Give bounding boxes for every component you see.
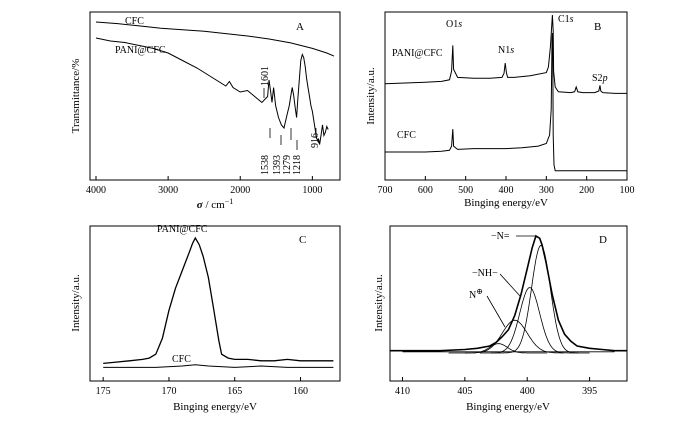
panel-d-tick-label-405: 405 bbox=[457, 386, 472, 397]
panel-b-c1s-main: C1 bbox=[558, 14, 570, 25]
panel-a-ylabel: Transmittance/% bbox=[70, 59, 82, 134]
panel-d-xlabel: Binging energy/eV bbox=[466, 401, 550, 413]
panel-b-n1s-label: N1s bbox=[498, 45, 514, 56]
panel-d-tick-label-410: 410 bbox=[395, 386, 410, 397]
panel-b-letter: B bbox=[594, 21, 601, 33]
panel-d-nplus-sup: ⊕ bbox=[476, 287, 483, 296]
panel-b-o1s-sub: s bbox=[458, 19, 462, 30]
panel-b-o1s-label: O1s bbox=[446, 19, 462, 30]
panel-c-letter: C bbox=[299, 234, 306, 246]
panel-d-frame bbox=[389, 225, 628, 382]
panel-b-plot: 700 600 500 400 300 200 100 bbox=[378, 14, 635, 196]
panel-d-leader-nplus bbox=[486, 295, 506, 328]
panel-b-series-pani bbox=[384, 14, 627, 94]
panel-b-tick-label-100: 100 bbox=[620, 185, 635, 196]
panel-b-n1s-main: N1 bbox=[498, 45, 510, 56]
panel-b-xlabel: Binging energy/eV bbox=[464, 197, 548, 209]
panel-d-nh-label: −NH− bbox=[472, 268, 498, 279]
panel-b-cfc-label: CFC bbox=[397, 130, 416, 141]
panel-c-tick-label-160: 160 bbox=[293, 386, 308, 397]
panel-b-tick-label-400: 400 bbox=[499, 185, 514, 196]
panel-d-leader-nh bbox=[499, 273, 521, 297]
panel-c-ylabel: Intensity/a.u. bbox=[70, 274, 82, 332]
panel-b-tick-label-700: 700 bbox=[378, 185, 393, 196]
panel-a-peak-1218: 1218 bbox=[292, 155, 303, 175]
panel-d-ylabel: Intensity/a.u. bbox=[373, 274, 385, 332]
panel-b-s2p-label: S2p bbox=[592, 73, 608, 84]
panel-b-s2p-main: S2 bbox=[592, 73, 603, 84]
panel-a-peak-1601: 1601 bbox=[260, 66, 271, 86]
panel-d-n-imine-label: −N= bbox=[491, 231, 510, 242]
panel-a-letter: A bbox=[296, 21, 304, 33]
panel-c-frame bbox=[89, 225, 341, 382]
panel-a-xlabel-exp: −1 bbox=[225, 197, 234, 206]
panel-b-n1s-sub: s bbox=[510, 45, 514, 56]
panel-a-peak-1279: 1279 bbox=[282, 155, 293, 175]
panel-b-tick-label-600: 600 bbox=[418, 185, 433, 196]
panel-b-series-cfc bbox=[385, 32, 627, 172]
panel-b-pani-label: PANI@CFC bbox=[392, 48, 443, 59]
panel-a-tick-label-1000: 1000 bbox=[302, 185, 322, 196]
panel-c-cfc-label: CFC bbox=[172, 354, 191, 365]
panel-d-series-raw bbox=[390, 234, 627, 352]
panel-c-tick-label-170: 170 bbox=[161, 386, 176, 397]
panel-a-plot: 4000 3000 2000 1000 bbox=[86, 21, 335, 196]
panel-a-peak-916: 916 bbox=[310, 133, 321, 148]
panel-d-component-4 bbox=[448, 343, 548, 354]
panel-a-peak-1538: 1538 bbox=[260, 155, 271, 175]
panel-d-plot: 410 405 400 395 bbox=[390, 234, 627, 397]
panel-d-tick-label-400: 400 bbox=[520, 386, 535, 397]
panel-a-series-pani bbox=[95, 37, 329, 145]
panel-c-pani-label: PANI@CFC bbox=[157, 224, 208, 235]
panel-c-plot: 175 170 165 160 bbox=[96, 236, 334, 397]
panel-c-xlabel: Binging energy/eV bbox=[173, 401, 257, 413]
panel-a-tick-label-3000: 3000 bbox=[158, 185, 178, 196]
panel-a-pani-label: PANI@CFC bbox=[115, 45, 166, 56]
panel-d-nplus-label: N⊕ bbox=[469, 287, 483, 301]
panel-d-tick-label-395: 395 bbox=[582, 386, 597, 397]
panel-b-tick-label-500: 500 bbox=[458, 185, 473, 196]
panel-c-tick-label-175: 175 bbox=[96, 386, 111, 397]
panel-a-xlabel: σ / cm−1 bbox=[197, 197, 233, 211]
panel-b-tick-label-300: 300 bbox=[539, 185, 554, 196]
panel-d-letter: D bbox=[599, 234, 607, 246]
panel-a-frame bbox=[89, 11, 341, 181]
panel-a-xlabel-symbol: σ bbox=[197, 199, 204, 211]
panel-b-frame bbox=[384, 11, 628, 181]
panel-b-o1s-main: O1 bbox=[446, 19, 458, 30]
panel-b-c1s-label: C1s bbox=[558, 14, 574, 25]
panel-d-nplus-main: N bbox=[469, 290, 476, 301]
panel-a-xlabel-unit: / cm bbox=[203, 199, 225, 211]
panel-b-s2p-sub: p bbox=[602, 73, 608, 84]
panel-a-tick-label-2000: 2000 bbox=[230, 185, 250, 196]
panel-a-peak-1393: 1393 bbox=[272, 155, 283, 175]
panel-c-series-pani bbox=[103, 236, 334, 365]
panel-a-cfc-label: CFC bbox=[125, 16, 144, 27]
panel-b-c1s-sub: s bbox=[570, 14, 574, 25]
panel-b-ylabel: Intensity/a.u. bbox=[365, 67, 377, 125]
panel-a-tick-label-4000: 4000 bbox=[86, 185, 106, 196]
panel-d-component-1 bbox=[491, 244, 590, 354]
panel-a-series-cfc bbox=[95, 21, 335, 57]
panel-b-tick-label-200: 200 bbox=[579, 185, 594, 196]
panel-c-tick-label-165: 165 bbox=[227, 386, 242, 397]
panel-c-series-cfc bbox=[103, 364, 334, 368]
